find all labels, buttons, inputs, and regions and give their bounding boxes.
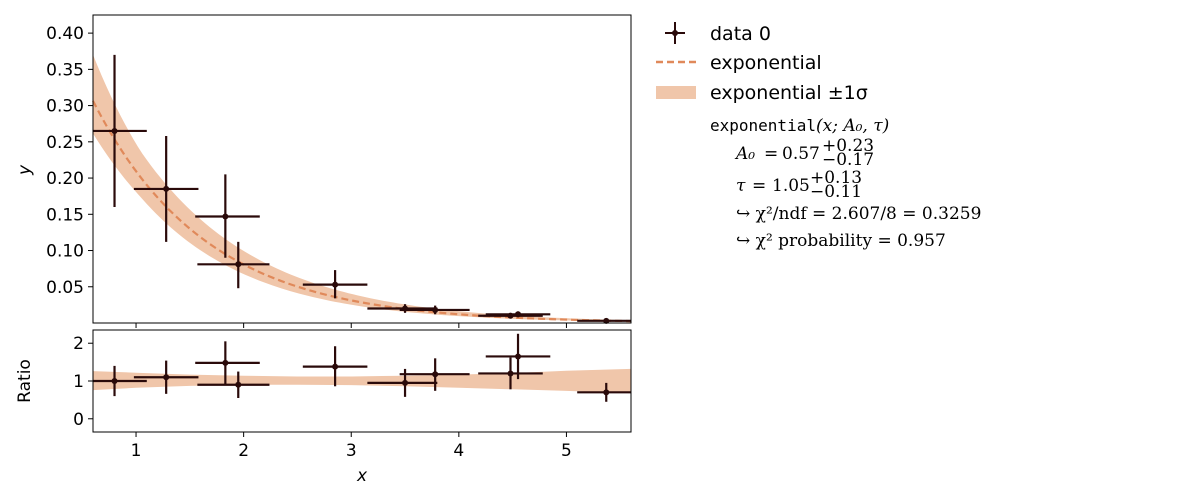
data-marker xyxy=(515,311,522,318)
ratio-plot-panel: 0 1 2 1 2 3 4 5 Ratio x xyxy=(15,329,632,486)
data-marker xyxy=(432,306,439,313)
data-point xyxy=(577,382,631,402)
legend-label-band: exponential ±1σ xyxy=(710,82,868,104)
ratio-y-axis-label: Ratio xyxy=(15,359,35,403)
param-eq: = xyxy=(752,176,766,196)
param-value: 1.05 xyxy=(772,176,810,196)
data-marker xyxy=(235,381,242,388)
x-tick-label: 4 xyxy=(453,441,464,461)
data-point xyxy=(478,357,543,390)
data-marker xyxy=(603,389,610,396)
param-eq: = xyxy=(764,144,778,164)
y-tick-label: 0.05 xyxy=(46,278,84,298)
data-point xyxy=(485,311,551,318)
ratio-uncertainty-band xyxy=(93,368,631,394)
y-tick-label: 0.20 xyxy=(46,169,84,189)
data-point xyxy=(399,358,470,391)
data-point xyxy=(93,365,147,397)
param-symbol: A₀ xyxy=(734,144,755,164)
ratio-data-points xyxy=(93,333,631,402)
data-marker xyxy=(163,374,170,381)
fit-param-tau: τ = 1.05 +0.13 −0.11 xyxy=(736,168,862,202)
x-tick-label: 5 xyxy=(561,441,572,461)
data-marker xyxy=(603,317,610,324)
data-marker xyxy=(432,371,439,378)
ratio-plot-frame xyxy=(92,329,632,433)
data-point xyxy=(197,241,270,289)
param-plus: +0.13 xyxy=(810,168,862,188)
main-y-axis-label: y xyxy=(15,164,35,176)
y-tick-label: 1 xyxy=(73,372,84,392)
data-marker xyxy=(332,281,339,288)
data-point xyxy=(577,317,631,324)
fit-info-block: exponential(x; A₀, τ) A₀ = 0.57 +0.23 −0… xyxy=(710,116,981,251)
data-point xyxy=(367,304,438,313)
data-marker xyxy=(235,261,242,268)
main-y-ticks: 0.05 0.10 0.15 0.20 0.25 0.30 0.35 0.40 xyxy=(46,24,93,298)
param-minus: −0.11 xyxy=(810,182,862,202)
legend-label-data: data 0 xyxy=(710,23,771,45)
data-point xyxy=(133,136,199,242)
data-point xyxy=(195,174,260,258)
data-marker xyxy=(163,185,170,192)
main-plot-frame xyxy=(92,14,632,324)
chi2-ndf-line: ↪ χ²/ndf = 2.607/8 = 0.3259 xyxy=(736,204,981,224)
errorbar-marker-icon xyxy=(665,22,685,44)
data-point xyxy=(399,305,470,315)
param-plus: +0.23 xyxy=(822,136,874,156)
data-point xyxy=(93,54,147,208)
y-tick-label: 0 xyxy=(73,410,84,430)
data-marker xyxy=(111,127,118,134)
ratio-x-ticks: 1 2 3 4 5 xyxy=(131,432,572,461)
x-tick-label: 3 xyxy=(346,441,357,461)
data-marker xyxy=(515,353,522,360)
data-point xyxy=(195,341,260,385)
main-plot-panel: 0.05 0.10 0.15 0.20 0.25 0.30 0.35 0.40 y xyxy=(15,14,632,328)
x-tick-label: 1 xyxy=(131,441,142,461)
y-tick-label: 0.15 xyxy=(46,205,84,225)
fit-model-args: (x; A₀, τ) xyxy=(816,116,889,136)
data-point xyxy=(302,346,368,387)
main-data-points xyxy=(93,54,631,324)
band-patch-icon xyxy=(656,86,696,99)
fit-model-signature: exponential(x; A₀, τ) xyxy=(710,116,889,136)
data-marker xyxy=(222,213,229,220)
data-marker xyxy=(332,363,339,370)
data-point xyxy=(302,270,368,299)
fit-curve xyxy=(92,100,632,323)
y-tick-label: 0.40 xyxy=(46,24,84,44)
data-point xyxy=(197,371,270,398)
fit-param-a0: A₀ = 0.57 +0.23 −0.17 xyxy=(734,136,874,170)
legend: data 0 exponential exponential ±1σ xyxy=(656,22,868,104)
data-marker xyxy=(507,370,514,377)
fit-model-name: exponential xyxy=(710,116,816,135)
chi2-probability-line: ↪ χ² probability = 0.957 xyxy=(736,231,946,251)
param-value: 0.57 xyxy=(782,144,820,164)
x-tick-label: 2 xyxy=(238,441,249,461)
param-symbol: τ xyxy=(736,176,746,196)
data-point xyxy=(133,360,199,394)
x-axis-label: x xyxy=(356,466,368,486)
legend-label-fit: exponential xyxy=(710,52,822,74)
data-marker xyxy=(402,379,409,386)
ratio-y-ticks: 0 1 2 xyxy=(73,334,93,430)
data-point xyxy=(485,333,551,380)
y-tick-label: 0.35 xyxy=(46,60,84,80)
y-tick-label: 0.30 xyxy=(46,97,84,117)
y-tick-label: 2 xyxy=(73,334,84,354)
y-tick-label: 0.10 xyxy=(46,242,84,262)
param-minus: −0.17 xyxy=(822,150,874,170)
fit-uncertainty-band xyxy=(93,54,631,322)
data-marker xyxy=(111,378,118,384)
data-marker xyxy=(222,359,229,366)
main-x-ticks xyxy=(135,323,567,328)
y-tick-label: 0.25 xyxy=(46,133,84,153)
